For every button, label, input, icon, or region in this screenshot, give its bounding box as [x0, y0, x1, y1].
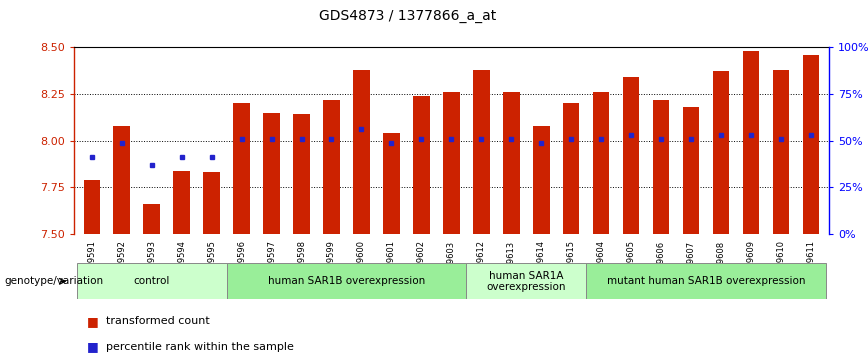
- Text: ■: ■: [87, 340, 99, 353]
- Bar: [623, 77, 640, 234]
- Bar: [593, 92, 609, 234]
- Bar: [233, 103, 250, 234]
- Bar: [466, 263, 586, 299]
- Bar: [444, 92, 459, 234]
- Text: human SAR1A
overexpression: human SAR1A overexpression: [487, 270, 566, 292]
- Text: transformed count: transformed count: [106, 316, 210, 326]
- Bar: [533, 126, 549, 234]
- Bar: [263, 113, 279, 234]
- Text: ■: ■: [87, 315, 99, 328]
- Text: genotype/variation: genotype/variation: [4, 276, 103, 286]
- Text: percentile rank within the sample: percentile rank within the sample: [106, 342, 293, 352]
- Bar: [203, 172, 220, 234]
- Bar: [683, 107, 700, 234]
- Bar: [773, 70, 789, 234]
- Text: control: control: [134, 276, 170, 286]
- Bar: [174, 171, 190, 234]
- Bar: [586, 263, 826, 299]
- Bar: [353, 70, 370, 234]
- Bar: [503, 92, 520, 234]
- Bar: [383, 133, 399, 234]
- Bar: [713, 72, 729, 234]
- Bar: [563, 103, 580, 234]
- Bar: [473, 70, 490, 234]
- Bar: [323, 99, 339, 234]
- Bar: [653, 99, 669, 234]
- Bar: [227, 263, 466, 299]
- Bar: [143, 204, 160, 234]
- Text: human SAR1B overexpression: human SAR1B overexpression: [268, 276, 425, 286]
- Bar: [76, 263, 227, 299]
- Bar: [743, 51, 760, 234]
- Bar: [114, 126, 130, 234]
- Bar: [83, 180, 100, 234]
- Text: GDS4873 / 1377866_a_at: GDS4873 / 1377866_a_at: [319, 9, 496, 23]
- Bar: [803, 55, 819, 234]
- Bar: [293, 114, 310, 234]
- Bar: [413, 96, 430, 234]
- Text: mutant human SAR1B overexpression: mutant human SAR1B overexpression: [607, 276, 806, 286]
